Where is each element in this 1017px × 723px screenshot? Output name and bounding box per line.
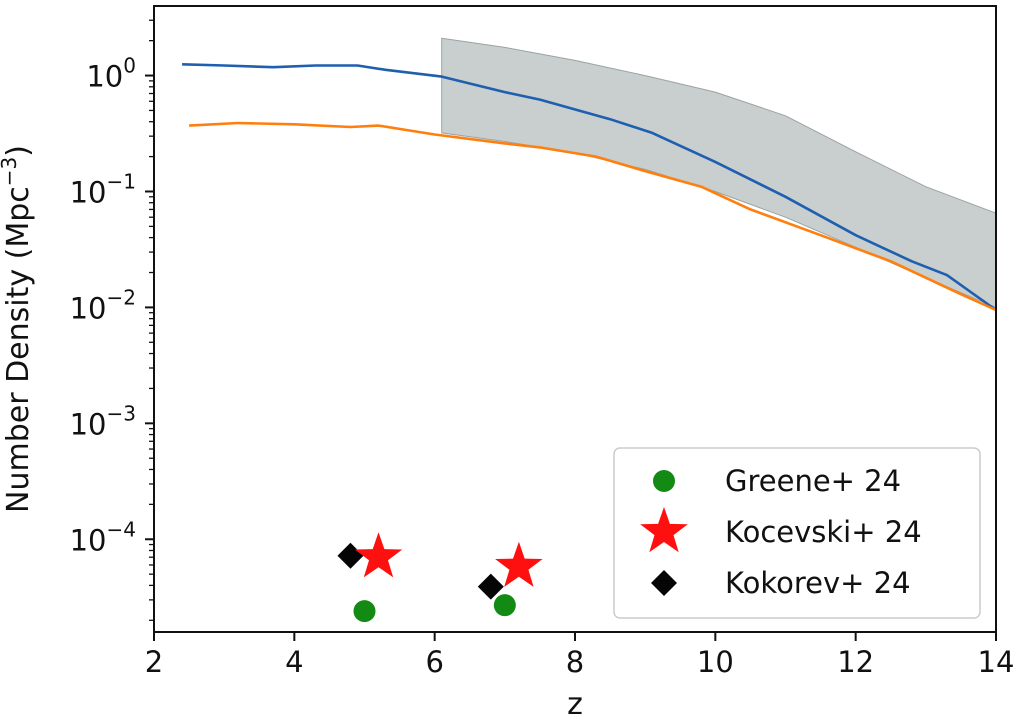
- x-tick-label: 8: [566, 645, 584, 679]
- x-axis-label: z: [567, 687, 583, 722]
- shaded-band: [441, 37, 997, 309]
- y-axis-label-close: ): [1, 145, 36, 157]
- diamond-marker-2: [477, 573, 504, 600]
- data-markers-layer: [337, 532, 543, 623]
- y-axis-label-main: Number Density (Mpc: [1, 186, 36, 513]
- model-line-1: [182, 63, 997, 312]
- circle-marker-2: [493, 594, 516, 617]
- star-marker-2: [495, 541, 543, 587]
- legend-circle-icon: [653, 470, 675, 492]
- y-tick-label: 10−3: [70, 401, 136, 441]
- star-marker-1: [354, 532, 403, 578]
- model-line-2: [189, 121, 997, 312]
- y-tick-label: 100: [86, 54, 136, 94]
- model-lines-layer: [182, 63, 997, 312]
- legend-label: Greene+ 24: [725, 464, 901, 498]
- legend-box: [613, 447, 981, 619]
- circle-marker-1: [353, 600, 376, 623]
- x-tick-label: 14: [978, 645, 1015, 679]
- legend-entry: Kocevski+ 24: [640, 507, 922, 553]
- legend-entry: Greene+ 24: [653, 464, 901, 498]
- legend-label: Kokorev+ 24: [725, 566, 911, 600]
- legend: Greene+ 24 Kocevski+ 24 Kokorev+ 24: [613, 447, 981, 619]
- y-tick-label: 10−1: [70, 169, 136, 209]
- x-axis-ticks: 2 4 6 8 10 12 14: [145, 632, 1015, 679]
- legend-star-icon: [640, 507, 688, 553]
- x-tick-label: 12: [837, 645, 874, 679]
- y-axis-label: Number Density (Mpc−3): [0, 145, 36, 513]
- shaded-band-layer: [441, 37, 997, 309]
- x-tick-label: 2: [145, 645, 163, 679]
- y-axis-ticks: 100 10−1 10−2 10−3 10−4: [70, 19, 154, 621]
- y-tick-label: 10−4: [70, 517, 136, 557]
- legend-diamond-icon: [651, 570, 677, 596]
- x-tick-label: 4: [285, 645, 303, 679]
- legend-entry: Kokorev+ 24: [651, 566, 911, 600]
- y-tick-label: 10−2: [70, 285, 136, 325]
- x-tick-label: 10: [697, 645, 734, 679]
- legend-label: Kocevski+ 24: [725, 515, 922, 549]
- x-tick-label: 6: [425, 645, 443, 679]
- diamond-marker-1: [337, 542, 364, 569]
- y-axis-label-superscript: −3: [0, 157, 21, 186]
